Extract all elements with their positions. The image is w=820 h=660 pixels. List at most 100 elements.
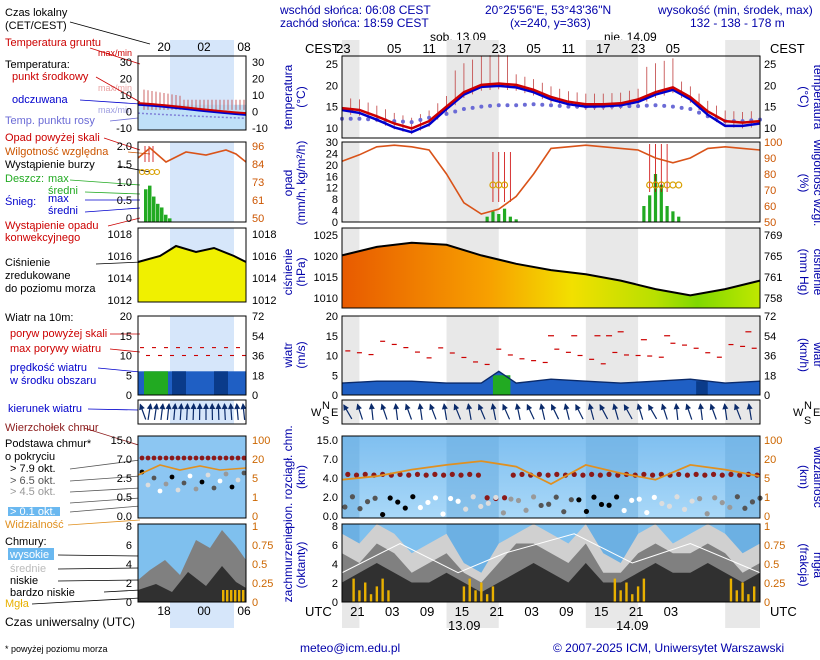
cloud-base-dot [538, 502, 544, 509]
night-band [585, 142, 639, 222]
y-tick-right: 54 [764, 331, 776, 343]
small-cloud-base-dot [151, 475, 157, 481]
night-band [342, 316, 360, 395]
humidity-tick: 70 [764, 185, 776, 197]
y-tick-right: 72 [252, 311, 264, 323]
wind-dir-arrow-head [380, 403, 387, 411]
y-tick-left: 7.0 [117, 454, 132, 466]
y-tick-right: 0.25 [764, 578, 785, 590]
cloud-top-dot [676, 471, 682, 477]
cloud-base-dot [530, 494, 537, 500]
wind-dir-arrow [539, 403, 546, 420]
cloud-base-dot [704, 511, 710, 517]
y-tick-right: 5 [252, 473, 258, 485]
fog-bar [462, 586, 466, 602]
cloud-base-dot [485, 500, 491, 506]
legend-wind10: Wiatr na 10m: [5, 312, 73, 324]
leader-perc [79, 99, 141, 105]
small-visibility-line [137, 464, 247, 476]
legend-perceived: odczuwana [12, 94, 69, 106]
y-tick-left: 1012 [108, 295, 132, 307]
small-wind-dir-arrow-head [178, 403, 185, 410]
legend-fog: Mgła [5, 598, 30, 610]
cloud-base-dot [380, 511, 386, 518]
cloud-base-dot [387, 495, 393, 501]
small-cloud-base-dot [193, 486, 199, 492]
wind-dir-compass-right: N W E S [793, 400, 820, 427]
small-panel-border-temp [137, 55, 247, 131]
dew-point-dot [697, 110, 702, 115]
cloud-base-dot [432, 495, 439, 501]
legend-okt65: > 6.5 okt. [10, 475, 56, 487]
wind-dir-arrow [477, 403, 486, 420]
legend-okt01-bg [8, 507, 60, 516]
cloud-base-dot [515, 497, 522, 504]
y-tick-left: 2 [126, 578, 132, 590]
wind-dir-arrow-head [514, 403, 521, 410]
y-tick-left: 2.0 [323, 492, 338, 504]
fog-bar [352, 578, 355, 602]
cloud-base-dot [629, 497, 635, 503]
small-cloud-top-dot [169, 455, 175, 461]
cloud-base-dot [568, 497, 574, 503]
cloud-top-dot [545, 472, 551, 478]
leader-max-gust [109, 348, 141, 353]
axis-vis-right: widzialność [811, 445, 820, 507]
leader-clouds [31, 554, 141, 605]
small-cloud-top-dot [181, 455, 187, 461]
legend-wind-mean-1: prędkość wiatru [10, 362, 87, 374]
y-tick-left: 1025 [314, 230, 338, 242]
cloud-top-dot [571, 471, 577, 477]
footer-email[interactable]: meteo@icm.edu.pl [300, 641, 400, 655]
y-tick-right: 1018 [252, 229, 276, 241]
compass-n-left: N [322, 400, 330, 412]
legend-clouds: Chmury: [5, 536, 47, 548]
y-tick-right: 0.75 [764, 540, 785, 552]
panel-border-press [341, 227, 761, 309]
small-cloud-base-dot [175, 487, 181, 493]
axis-vis-right-unit: (km) [797, 465, 811, 489]
legend-conv-precip-1: Wystąpienie opadu [5, 220, 98, 232]
utc-hour-tick: 15 [594, 604, 608, 619]
small-cloud-base-dot [181, 480, 187, 486]
wind-dir-compass-left: N W E S [311, 400, 338, 427]
wind-dir-arrow [648, 404, 658, 420]
y-tick-left: 0.0 [323, 511, 338, 523]
y-tick-right: 1 [252, 492, 258, 504]
y-tick-left: 4.0 [323, 473, 338, 485]
cloud-base-dot [614, 494, 620, 500]
cloud-top-dot [615, 472, 621, 478]
legend-temperature: Temperatura: [5, 59, 70, 71]
leader-humid [127, 151, 151, 155]
night-band-bottom [585, 602, 639, 628]
small-wind-dir-arrow [190, 403, 197, 421]
dew-point-dot [662, 103, 667, 108]
cloud-top-dot [423, 472, 429, 478]
cloud-top-dot [362, 471, 368, 477]
y-tick-left: 10 [120, 351, 132, 363]
cest-hour-tick: 23 [492, 41, 506, 56]
wind-dir-arrow [636, 403, 644, 420]
cloud-top-dot [737, 472, 743, 478]
leader-conv [107, 217, 141, 227]
humidity-tick: 80 [764, 169, 776, 181]
cloud-top-dot [536, 471, 542, 477]
date2-bottom: 14.09 [616, 618, 649, 633]
panel-border-dir [341, 399, 761, 425]
y-tick-right: 25 [764, 59, 776, 71]
legend-snow-mean: średni [48, 205, 78, 217]
fog-bar [485, 594, 489, 602]
cloud-base-dot [493, 494, 499, 501]
cloud-base-dot [742, 505, 748, 511]
wind-dir-arrow [551, 403, 560, 420]
cloud-top-dot [414, 471, 421, 477]
cloud-base-dot [697, 496, 703, 502]
y-tick-right: 0 [252, 107, 258, 119]
night-band [446, 142, 499, 222]
small-wind-dir-arrow [209, 403, 216, 421]
fog-bar [381, 578, 384, 602]
small-fog-bar [230, 590, 233, 602]
leader-wind-mean [97, 367, 141, 373]
dew-point-dot [418, 117, 423, 122]
small-fog-bar [238, 590, 241, 602]
